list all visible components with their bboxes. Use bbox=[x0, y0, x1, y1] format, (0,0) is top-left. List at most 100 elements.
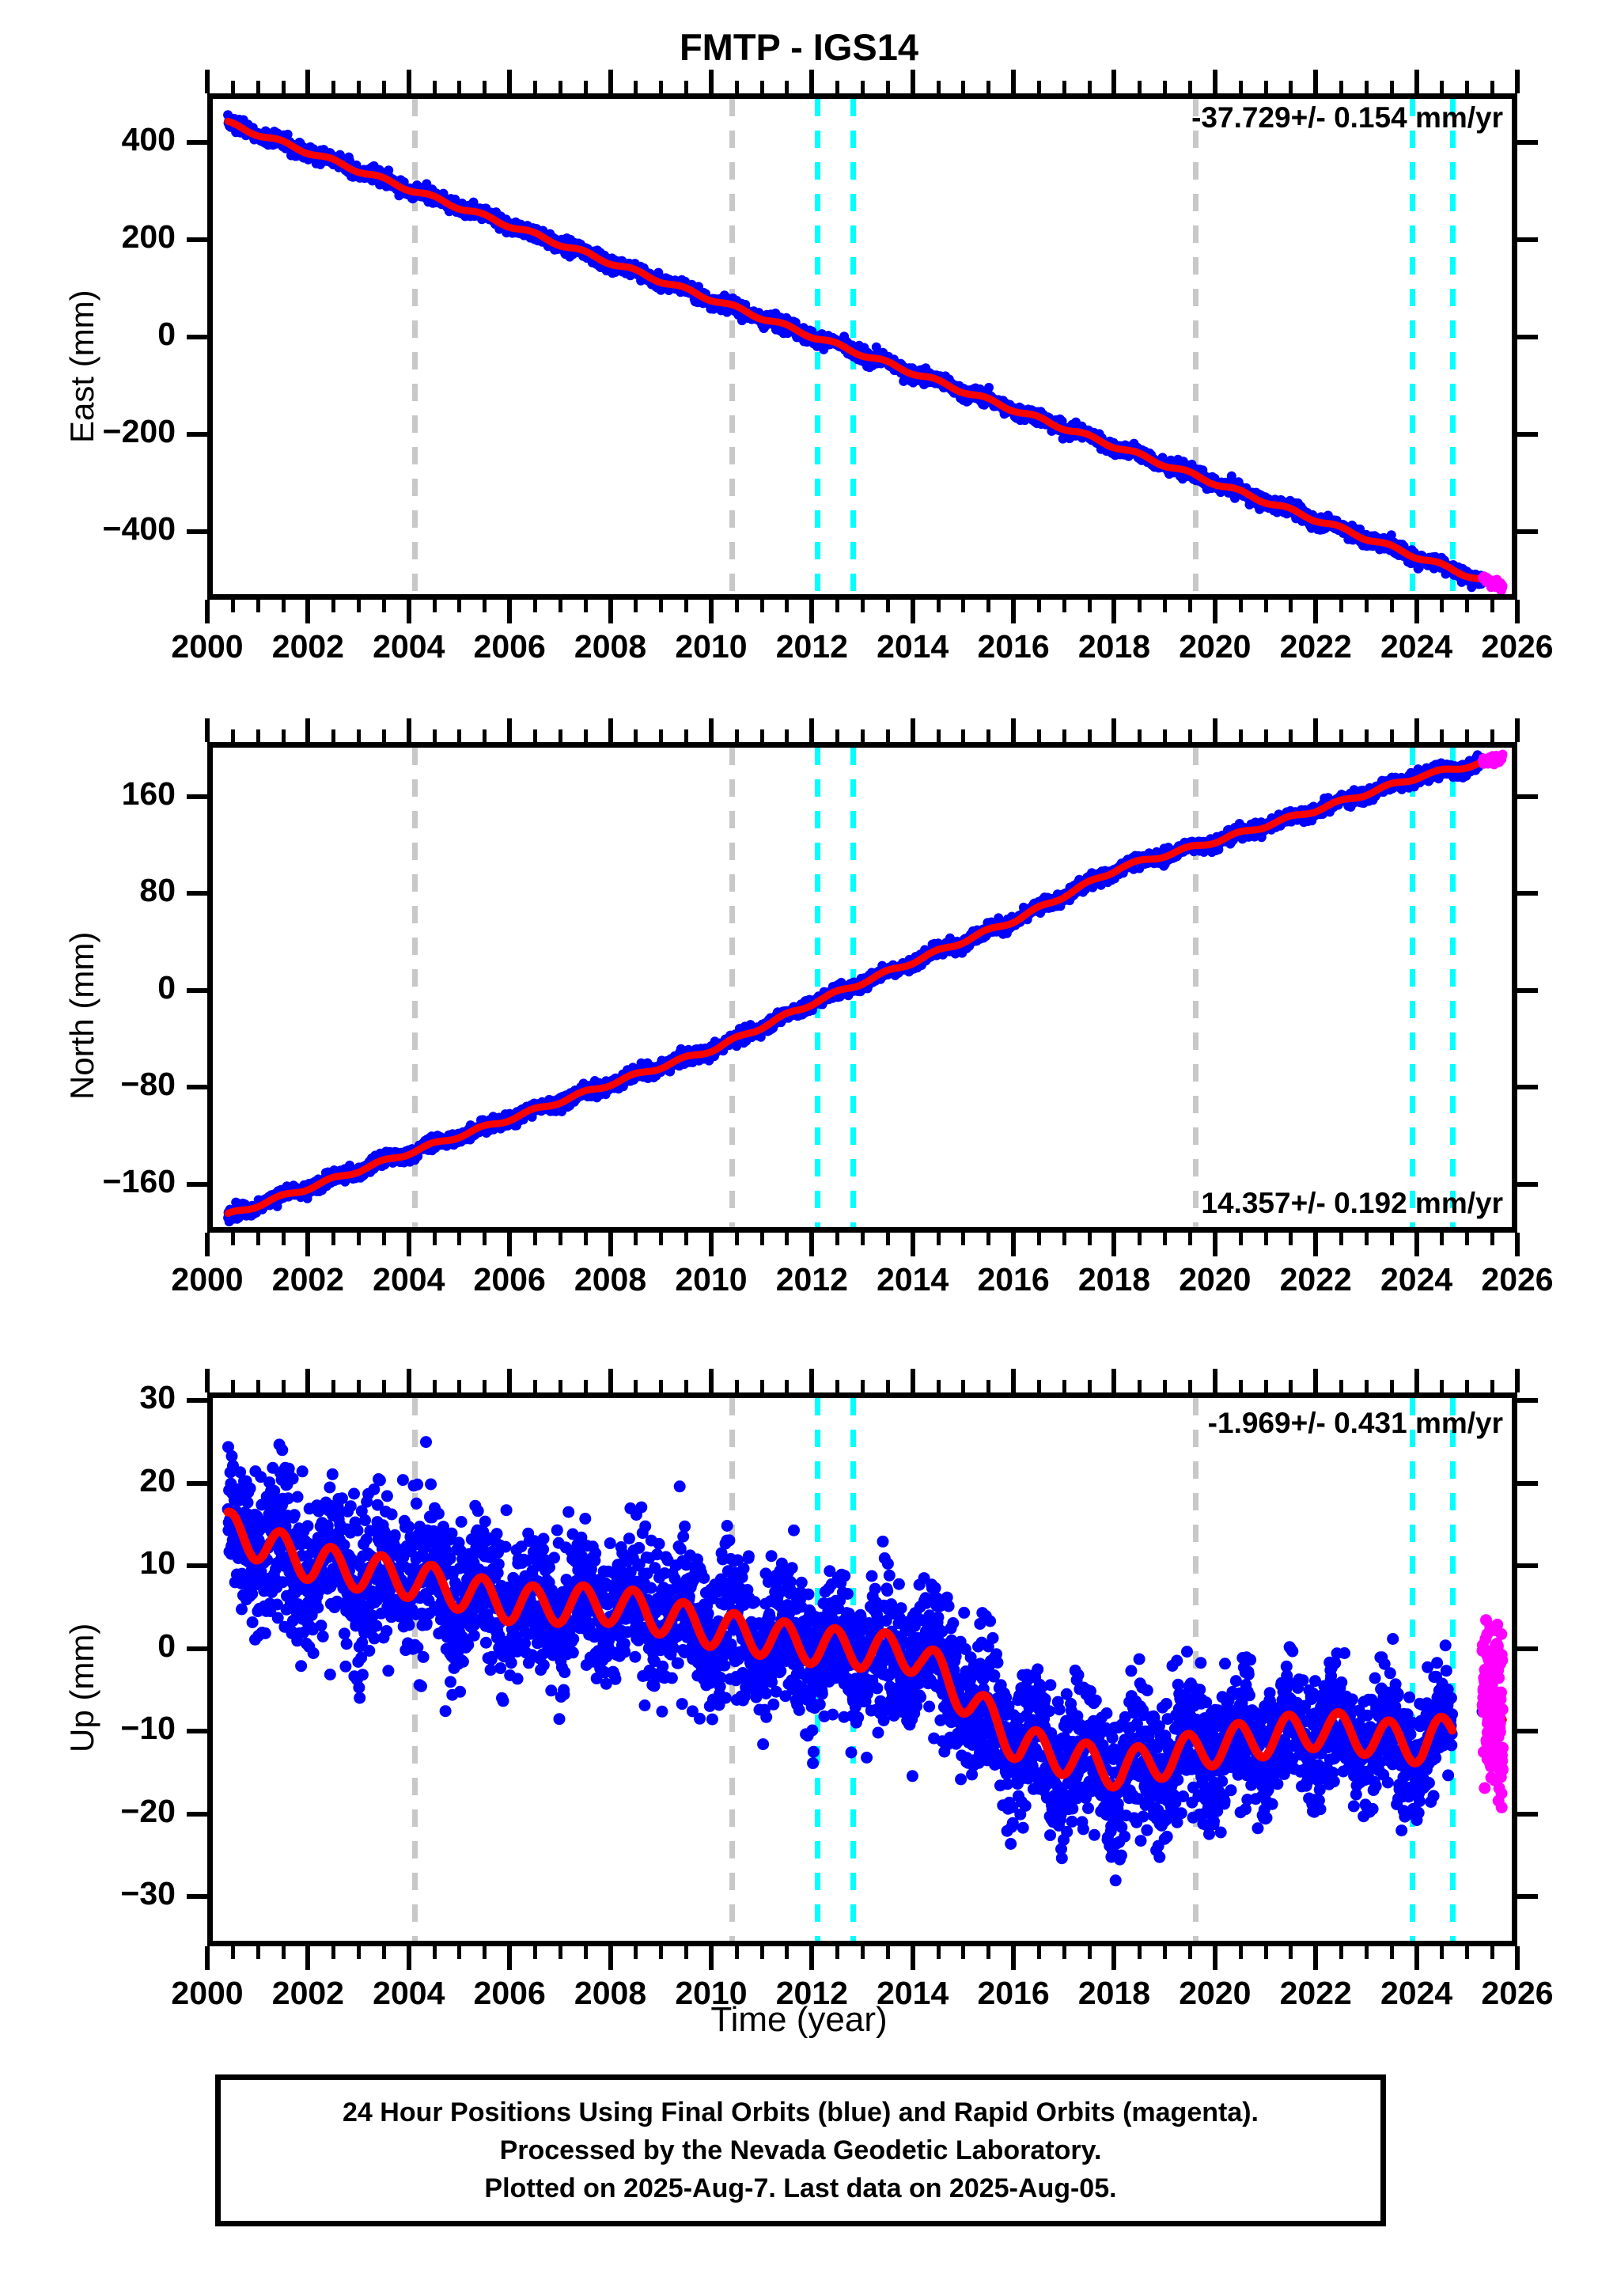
x-minor-tick-top-up bbox=[483, 1380, 487, 1392]
x-minor-tick-top-east bbox=[1440, 81, 1445, 93]
x-tick-east-1 bbox=[305, 600, 311, 623]
x-tick-top-up-10 bbox=[1212, 1369, 1217, 1392]
x-tick-top-up-3 bbox=[507, 1369, 513, 1392]
x-tick-label-north-13: 2026 bbox=[1481, 1261, 1554, 1298]
x-minor-tick-north bbox=[759, 1233, 764, 1245]
x-tick-east-5 bbox=[708, 600, 714, 623]
x-minor-tick-north bbox=[1490, 1233, 1495, 1245]
x-minor-tick-east bbox=[861, 600, 865, 612]
x-minor-tick-north bbox=[1138, 1233, 1142, 1245]
series-layer-up bbox=[222, 1436, 1509, 1887]
x-minor-tick-up bbox=[1263, 1946, 1268, 1959]
x-tick-north-0 bbox=[205, 1233, 210, 1256]
x-minor-tick-north bbox=[785, 1233, 790, 1245]
x-tick-label-up-11: 2022 bbox=[1279, 1975, 1352, 2011]
x-tick-east-7 bbox=[910, 600, 915, 623]
x-minor-tick-east bbox=[1440, 600, 1445, 612]
x-minor-tick-top-up bbox=[533, 1380, 537, 1392]
x-minor-tick-top-up bbox=[381, 1380, 386, 1392]
x-minor-tick-north bbox=[885, 1233, 890, 1245]
x-tick-top-east-5 bbox=[708, 70, 714, 93]
x-minor-tick-up bbox=[986, 1946, 991, 1959]
caption-line-3: Plotted on 2025-Aug-7. Last data on 2025… bbox=[484, 2173, 1117, 2204]
x-minor-tick-east bbox=[1364, 600, 1369, 612]
x-minor-tick-up bbox=[1440, 1946, 1445, 1959]
x-tick-label-up-1: 2002 bbox=[271, 1975, 344, 2011]
x-minor-tick-up bbox=[1036, 1946, 1041, 1959]
x-minor-tick-north bbox=[1062, 1233, 1066, 1245]
x-minor-tick-north bbox=[256, 1233, 260, 1245]
x-tick-top-north-3 bbox=[507, 718, 513, 742]
x-minor-tick-up bbox=[1087, 1946, 1092, 1959]
x-tick-top-north-9 bbox=[1111, 718, 1117, 742]
x-minor-tick-top-north bbox=[1490, 729, 1495, 742]
x-minor-tick-east bbox=[1389, 600, 1394, 612]
x-minor-tick-top-north bbox=[230, 729, 235, 742]
x-tick-label-north-6: 2012 bbox=[775, 1261, 848, 1298]
x-tick-up-0 bbox=[205, 1946, 210, 1970]
x-minor-tick-top-east bbox=[533, 81, 537, 93]
x-tick-top-up-6 bbox=[809, 1369, 815, 1392]
x-tick-top-up-12 bbox=[1414, 1369, 1419, 1392]
x-minor-tick-up bbox=[533, 1946, 537, 1959]
y-tick-right-north-2 bbox=[1517, 987, 1538, 993]
panel-up-frame bbox=[207, 1392, 1517, 1946]
x-minor-tick-north bbox=[659, 1233, 664, 1245]
x-minor-tick-east bbox=[785, 600, 790, 612]
x-minor-tick-top-up bbox=[281, 1380, 286, 1392]
x-minor-tick-north bbox=[1263, 1233, 1268, 1245]
x-minor-tick-north bbox=[1188, 1233, 1192, 1245]
x-tick-label-north-12: 2024 bbox=[1380, 1261, 1453, 1298]
event-line-east-5 bbox=[1409, 99, 1415, 594]
x-tick-top-east-6 bbox=[809, 70, 815, 93]
x-minor-tick-top-east bbox=[331, 81, 336, 93]
y-tick-east-2 bbox=[187, 334, 207, 339]
x-minor-tick-top-north bbox=[256, 729, 260, 742]
x-minor-tick-top-east bbox=[230, 81, 235, 93]
y-tick-right-east-2 bbox=[1517, 334, 1538, 339]
x-tick-east-2 bbox=[406, 600, 411, 623]
x-tick-label-north-2: 2004 bbox=[373, 1261, 445, 1298]
x-minor-tick-north bbox=[381, 1233, 386, 1245]
x-minor-tick-east bbox=[1138, 600, 1142, 612]
y-tick-up-1 bbox=[187, 1480, 207, 1486]
x-minor-tick-top-up bbox=[936, 1380, 941, 1392]
event-line-north-4 bbox=[1193, 748, 1198, 1227]
x-minor-tick-top-east bbox=[1465, 81, 1470, 93]
model-fit-line-north bbox=[224, 755, 1506, 1218]
x-minor-tick-top-up bbox=[734, 1380, 739, 1392]
panel-east bbox=[207, 93, 1517, 600]
x-minor-tick-top-up bbox=[1062, 1380, 1066, 1392]
event-line-east-4 bbox=[1193, 99, 1198, 594]
x-minor-tick-top-up bbox=[1138, 1380, 1142, 1392]
x-minor-tick-top-east bbox=[1087, 81, 1092, 93]
x-minor-tick-north bbox=[483, 1233, 487, 1245]
x-minor-tick-east bbox=[1289, 600, 1293, 612]
y-tick-up-5 bbox=[187, 1811, 207, 1817]
x-tick-top-north-11 bbox=[1313, 718, 1319, 742]
y-tick-label-east-4: −400 bbox=[102, 510, 176, 547]
model-fit-line-up bbox=[223, 1507, 1457, 1792]
y-tick-north-1 bbox=[187, 891, 207, 896]
x-minor-tick-up bbox=[357, 1946, 362, 1959]
x-tick-top-up-8 bbox=[1011, 1369, 1017, 1392]
x-tick-top-up-7 bbox=[910, 1369, 915, 1392]
y-tick-right-up-4 bbox=[1517, 1729, 1538, 1734]
x-minor-tick-north bbox=[1389, 1233, 1394, 1245]
x-minor-tick-top-north bbox=[1364, 729, 1369, 742]
x-minor-tick-top-east bbox=[1138, 81, 1142, 93]
x-minor-tick-top-east bbox=[785, 81, 790, 93]
y-tick-right-north-0 bbox=[1517, 794, 1538, 799]
x-minor-tick-top-north bbox=[936, 729, 941, 742]
x-tick-top-up-2 bbox=[406, 1369, 411, 1392]
x-minor-tick-up bbox=[558, 1946, 562, 1959]
x-tick-top-north-12 bbox=[1414, 718, 1419, 742]
x-minor-tick-east bbox=[331, 600, 336, 612]
x-tick-up-2 bbox=[406, 1946, 411, 1970]
x-minor-tick-north bbox=[457, 1233, 462, 1245]
x-minor-tick-top-east bbox=[1188, 81, 1192, 93]
x-tick-top-up-5 bbox=[708, 1369, 714, 1392]
rapid-orbits-points-north bbox=[1478, 749, 1508, 770]
x-tick-top-up-0 bbox=[205, 1369, 210, 1392]
event-line-up-5 bbox=[1409, 1398, 1415, 1941]
